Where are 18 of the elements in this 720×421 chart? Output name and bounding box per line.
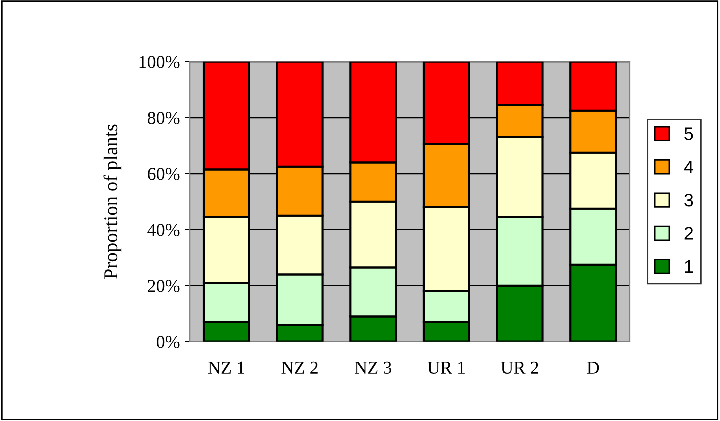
x-tick-label: UR 2	[501, 362, 538, 374]
legend-label: 2	[684, 227, 694, 240]
x-tick-label: NZ 2	[282, 362, 318, 374]
x-tick-label: NZ 1	[208, 362, 244, 374]
y-tick-label: 20%	[148, 280, 180, 292]
legend-label: 4	[684, 160, 694, 174]
y-tick-label: 40%	[148, 224, 180, 236]
y-tick-label: 80%	[148, 112, 180, 124]
x-tick-label: NZ 3	[355, 362, 392, 374]
legend-label: 1	[685, 260, 694, 273]
x-tick-label: UR 1	[428, 362, 465, 374]
y-tick-label: 60%	[148, 168, 180, 180]
legend-label: 5	[684, 128, 694, 140]
y-tick-label: 0%	[156, 336, 180, 348]
x-tick-label: D	[587, 362, 600, 374]
legend-label: 3	[684, 194, 694, 207]
y-axis-title: Proportion of plants	[104, 124, 122, 280]
y-tick-label: 100%	[140, 56, 180, 68]
